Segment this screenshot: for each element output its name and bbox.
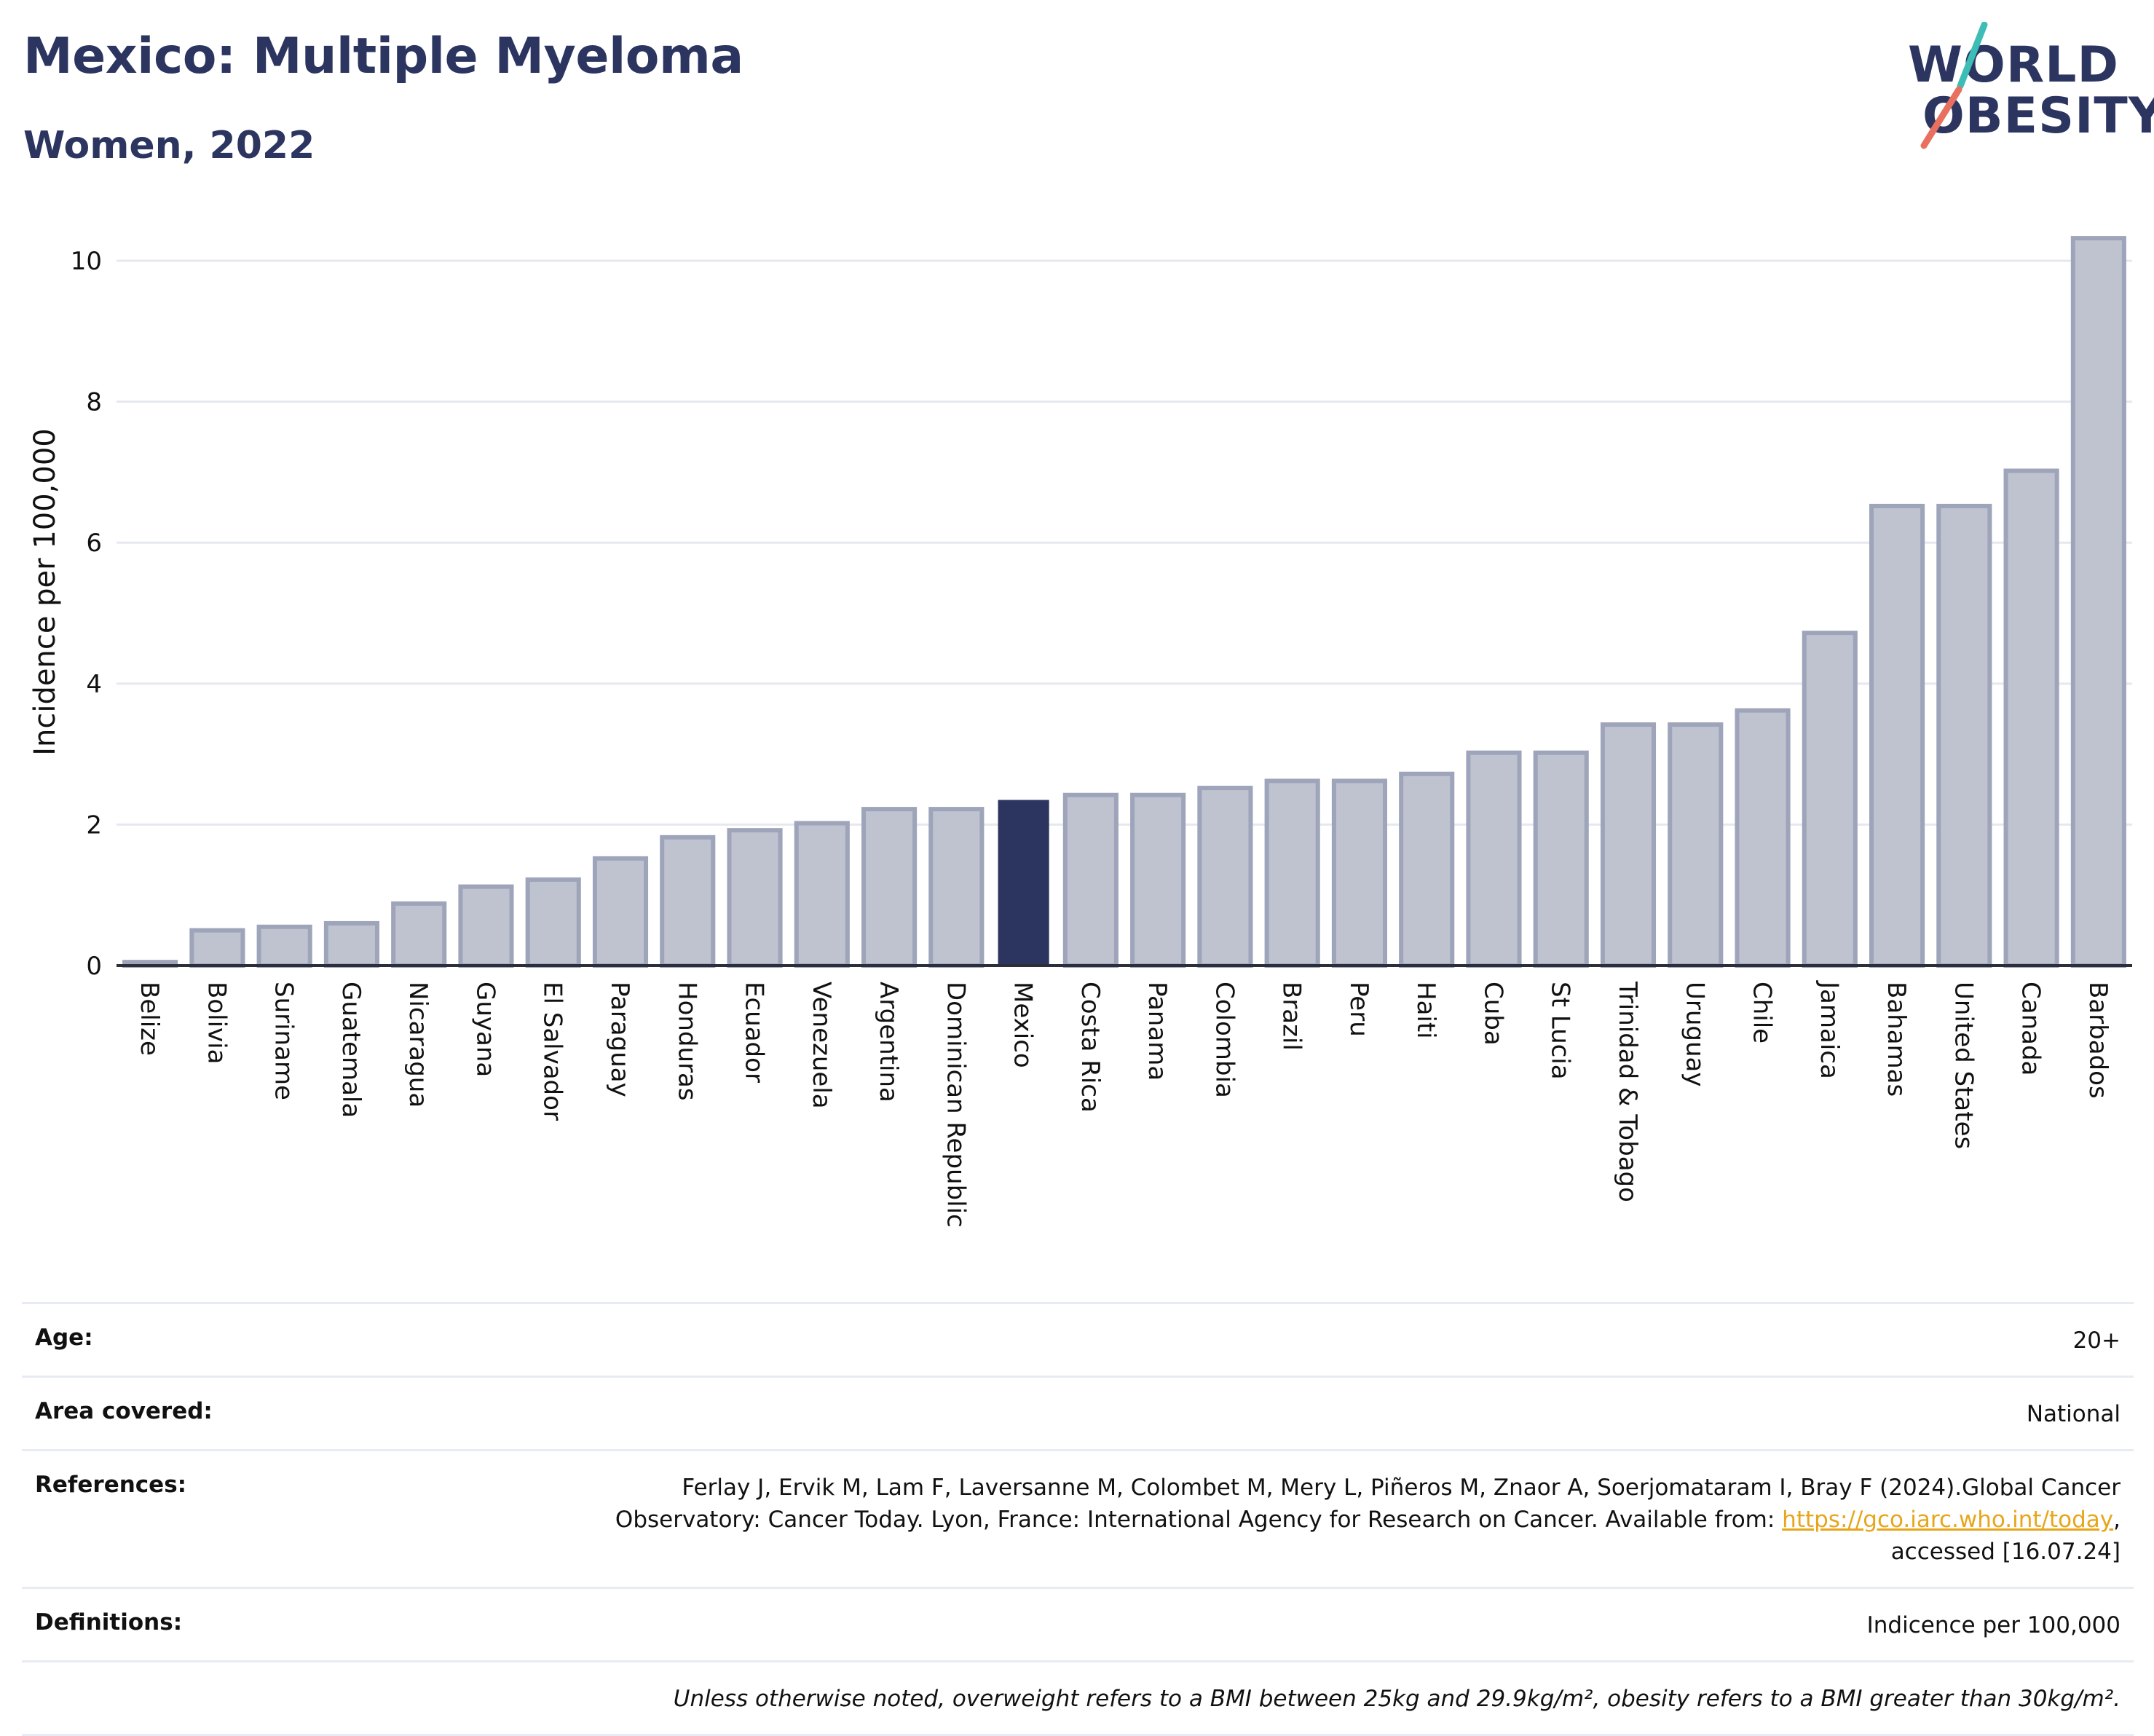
area-label: Area covered: [35,1398,213,1424]
x-tick-label: Paraguay [605,982,634,1097]
definitions-value: Indicence per 100,000 [1866,1612,2121,1638]
page-title: Mexico: Multiple Myeloma [23,28,743,85]
x-tick-label: Guyana [470,982,500,1077]
y-tick-label: 6 [86,529,102,558]
references-line-1: Ferlay J, Ervik M, Lam F, Laversanne M, … [682,1475,2121,1501]
y-tick-labels: 0 2 4 6 8 10 [71,247,102,981]
logo-word-world: WORLD [1908,36,2119,94]
y-tick-label: 4 [86,670,102,699]
definitions-label: Definitions: [35,1609,183,1636]
area-value: National [2026,1401,2121,1427]
x-tick-label: Cuba [1478,982,1507,1046]
x-tick-label: United States [1949,982,1978,1149]
bar-trinidad-tobago [1600,722,1657,968]
bar-el-salvador [525,877,581,968]
x-tick-labels: Belize Bolivia Suriname Guatemala Nicaragua G… [135,980,2112,1228]
bar-colombia [1197,786,1253,968]
bar-bolivia [189,928,245,968]
y-tick-label: 10 [71,247,102,276]
x-tick-label: Mexico [1009,982,1038,1068]
definitions-row: Definitions: Indicence per 100,000 [22,1587,2134,1660]
x-tick-label: Venezuela [807,982,836,1109]
x-tick-label: Ecuador [740,982,769,1083]
references-value: Ferlay J, Ervik M, Lam F, Laversanne M, … [615,1472,2121,1568]
x-tick-label: Trinidad & Tobago [1613,981,1642,1202]
bar-venezuela [794,821,850,968]
bar-guatemala [323,920,379,968]
bmi-note: Unless otherwise noted, overweight refer… [673,1686,2121,1712]
bar-peru [1331,778,1387,968]
x-tick-label: Brazil [1277,982,1306,1051]
bar-canada [2003,468,2059,968]
bar-costa-rica [1062,792,1119,968]
y-tick-label: 2 [86,810,102,840]
x-tick-label: Colombia [1210,982,1239,1098]
x-tick-label: Panama [1143,982,1172,1081]
age-label: Age: [35,1325,93,1351]
bar-suriname [256,924,312,968]
x-tick-label: Dominican Republic [941,982,970,1228]
area-row: Area covered: National [22,1376,2134,1449]
x-tick-label: Argentina [874,982,903,1102]
gridlines [117,259,2132,826]
age-value: 20+ [2072,1327,2121,1354]
bar-argentina [861,807,918,968]
bar-haiti [1399,771,1455,968]
bars [122,236,2126,968]
x-tick-label: Honduras [672,982,701,1101]
x-tick-label: Jamaica [1815,980,1844,1079]
bar-cuba [1466,750,1522,968]
bar-barbados [2070,236,2126,968]
references-line-2-end: , [2113,1507,2121,1533]
metadata-table: Age: 20+ Area covered: National Referenc… [22,1302,2134,1736]
y-axis-label: Incidence per 100,000 [28,428,62,756]
bar-honduras [660,835,716,968]
x-tick-label: Guatemala [336,982,366,1118]
bar-guyana [458,884,514,968]
x-tick-label: Suriname [269,982,299,1100]
x-tick-label: Chile [1748,982,1777,1043]
y-tick-label: 0 [86,952,102,981]
bar-paraguay [592,856,649,968]
references-label: References: [35,1472,187,1498]
x-tick-label: Belize [135,982,164,1056]
note-row: Unless otherwise noted, overweight refer… [22,1660,2134,1734]
bar-chart: 0 2 4 6 8 10 Belize Bolivia Suriname Guatemala Ni… [28,236,2132,1228]
x-tick-label: El Salvador [538,982,567,1121]
bar-dominican-republic [928,807,985,968]
x-tick-label: Barbados [2083,982,2112,1099]
x-tick-label: Uruguay [1680,982,1709,1087]
x-tick-label: St Lucia [1546,982,1575,1080]
x-tick-label: Haiti [1411,982,1440,1039]
y-tick-label: 8 [86,388,102,417]
bar-chile [1735,708,1791,968]
bar-ecuador [727,828,783,968]
x-tick-label: Peru [1344,982,1373,1037]
bar-mexico [998,800,1049,966]
bar-panama [1130,792,1186,968]
world-obesity-logo: WORLD OBESITY [1893,22,2154,153]
bar-brazil [1264,778,1320,968]
logo-slash-icon [1920,22,1988,149]
page-subtitle: Women, 2022 [23,124,315,167]
references-row: References: Ferlay J, Ervik M, Lam F, La… [22,1449,2134,1587]
x-tick-label: Bahamas [1882,982,1911,1097]
references-line-3: accessed [16.07.24] [1890,1539,2121,1565]
x-tick-label: Bolivia [202,982,231,1064]
bar-uruguay [1668,722,1724,968]
x-tick-label: Canada [2016,982,2045,1076]
bar-st-lucia [1533,750,1589,968]
logo-word-obesity: OBESITY [1922,87,2154,145]
age-row: Age: 20+ [22,1302,2134,1376]
references-link[interactable]: https://gco.iarc.who.int/today [1782,1507,2114,1533]
bar-nicaragua [391,901,447,968]
bar-united-states [1936,503,1992,968]
bar-jamaica [1802,631,1858,968]
x-tick-label: Costa Rica [1076,982,1105,1113]
bar-bahamas [1869,503,1925,968]
references-line-2: Observatory: Cancer Today. Lyon, France:… [615,1507,1775,1533]
x-tick-label: Nicaragua [403,982,433,1108]
